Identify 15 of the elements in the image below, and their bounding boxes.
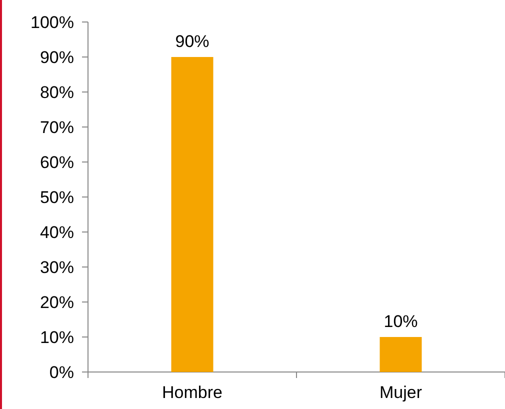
y-tick-label: 50%	[40, 188, 74, 207]
y-tick-label: 100%	[30, 12, 74, 32]
data-label: 90%	[175, 32, 210, 51]
x-tick-label: Hombre	[162, 383, 222, 402]
y-tick-label: 60%	[40, 152, 74, 172]
y-tick-label: 10%	[40, 328, 74, 347]
y-tick-label: 20%	[40, 292, 74, 312]
y-tick-label: 80%	[40, 82, 74, 102]
y-tick-label: 70%	[40, 118, 74, 137]
data-label: 10%	[384, 312, 418, 331]
y-tick-label: 30%	[40, 258, 74, 277]
y-tick-label: 90%	[40, 48, 74, 67]
y-tick-label: 0%	[49, 362, 74, 382]
y-tick-label: 40%	[40, 222, 74, 242]
x-tick-label: Mujer	[379, 383, 422, 402]
